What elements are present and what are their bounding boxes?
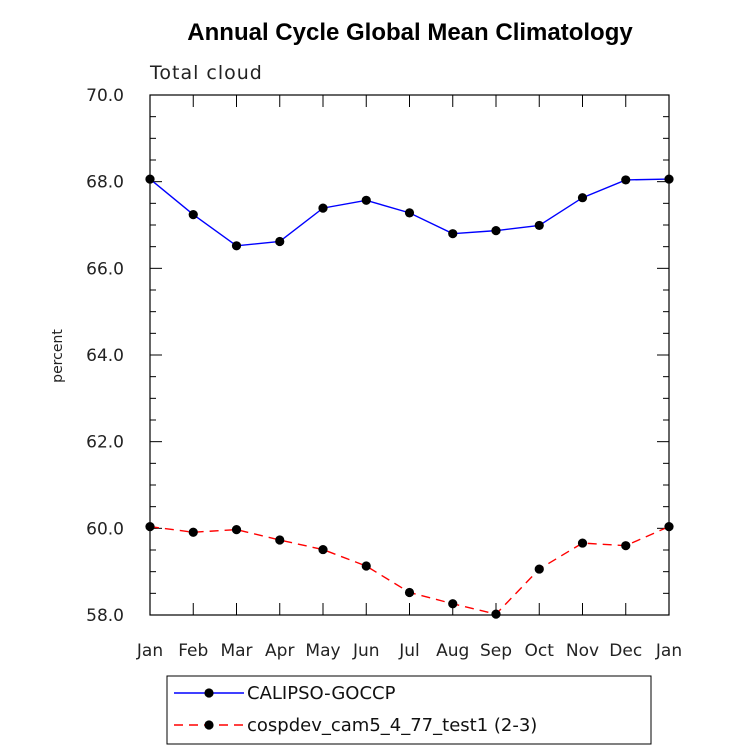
plot-frame <box>149 94 670 616</box>
x-tick-label: Feb <box>178 641 208 661</box>
series-layer <box>145 174 674 619</box>
data-point <box>621 175 631 185</box>
legend-label-2: cospdev_cam5_4_77_test1 (2-3) <box>247 715 537 736</box>
data-point <box>404 208 415 218</box>
data-point <box>534 220 544 231</box>
x-tick-label: Jul <box>398 641 420 661</box>
data-point <box>188 210 198 220</box>
x-tick-label: Nov <box>566 641 599 661</box>
data-point <box>361 561 371 571</box>
data-point <box>231 525 242 535</box>
data-point <box>318 203 328 213</box>
y-tick-label: 60.0 <box>86 519 124 539</box>
data-point <box>145 522 155 532</box>
x-tick-label: Aug <box>436 641 469 661</box>
y-tick-label: 58.0 <box>86 606 124 626</box>
y-tick-label: 68.0 <box>86 173 124 193</box>
y-axis-label: percent <box>50 329 66 383</box>
data-point <box>275 535 285 545</box>
data-point <box>361 195 371 205</box>
x-tick-label: Oct <box>525 641 555 661</box>
x-tick-label: Mar <box>220 641 252 661</box>
legend-marker-1 <box>204 688 214 698</box>
legend-label-1: CALIPSO-GOCCP <box>247 683 396 704</box>
data-point <box>491 609 501 619</box>
y-tick-label: 66.0 <box>86 259 124 279</box>
data-point <box>318 544 328 555</box>
legend-box <box>166 675 652 745</box>
data-point <box>275 236 285 247</box>
series-1 <box>145 174 674 251</box>
data-point <box>448 599 458 609</box>
x-tick-label: Jan <box>655 641 682 661</box>
chart-title: Annual Cycle Global Mean Climatology <box>187 19 633 46</box>
x-tick-label: Apr <box>265 641 294 661</box>
data-point <box>577 193 588 203</box>
axes: 58.0 60.0 62.0 64.0 66.0 68.0 70.0 Jan Feb Mar Apr… <box>86 86 682 661</box>
y-tick-label: 64.0 <box>86 346 124 366</box>
x-tick-label: Jun <box>352 641 380 661</box>
x-tick-label: May <box>305 641 340 661</box>
series-line <box>149 525 670 615</box>
data-point <box>664 522 674 532</box>
data-point <box>404 587 415 598</box>
data-point <box>188 527 198 537</box>
y-tick-label: 70.0 <box>86 86 124 106</box>
data-point <box>491 226 501 236</box>
legend: CALIPSO-GOCCP cospdev_cam5_4_77_test1 (2-… <box>166 675 652 745</box>
chart-subtitle: Total cloud <box>149 62 263 84</box>
y-tick-label: 62.0 <box>86 433 124 453</box>
x-tick-label: Dec <box>609 641 642 661</box>
data-point <box>664 174 674 184</box>
x-tick-label: Sep <box>480 641 512 661</box>
data-point <box>448 229 458 239</box>
series-2 <box>145 522 674 619</box>
legend-marker-2 <box>204 720 214 730</box>
data-point <box>534 564 544 574</box>
data-point <box>231 241 242 251</box>
x-tick-label: Jan <box>136 641 163 661</box>
data-point <box>145 174 155 184</box>
data-point <box>577 538 588 548</box>
data-point <box>621 541 631 551</box>
